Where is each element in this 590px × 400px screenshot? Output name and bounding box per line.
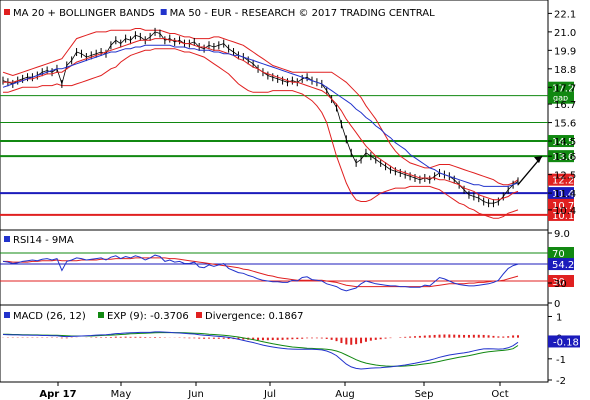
macd-legend-swatch <box>4 312 10 318</box>
rsi-y-tick-label: 30 <box>554 279 567 290</box>
price-marker-label: 10.7 <box>552 201 574 212</box>
macd-signal-line <box>3 332 519 367</box>
price-legend-swatch <box>160 9 167 15</box>
rsi-level-label: 54.2 <box>552 260 574 271</box>
macd-legend: MACD (26, 12) EXP (9): -0.3706 Divergence:… <box>4 311 304 322</box>
price-y-tick-label: 12.5 <box>554 171 576 182</box>
rsi-level-label: 70 <box>552 249 565 260</box>
price-marker-label: 12.2 <box>552 176 574 187</box>
price-legend: MA 20 + BOLLINGER BANDS MA 50 - EUR - RES… <box>4 8 435 19</box>
x-tick-label: Apr 17 <box>39 389 76 400</box>
macd-panel: MACD (26, 12) EXP (9): -0.3706 Divergence:… <box>0 304 580 387</box>
price-y-tick-label: 17.7 <box>554 83 576 94</box>
x-tick-label: Jun <box>187 389 204 400</box>
bollinger-bands <box>2 28 519 219</box>
rsi-ma-line <box>3 257 519 288</box>
price-level-label: 10.1 <box>552 211 574 222</box>
ma20-line <box>3 38 519 201</box>
macd-lines <box>2 331 519 370</box>
price-y-axis: 22.1 21.0 19.9 18.8 17.7 16.7 15.6 14.5 13.6 12.5… <box>548 9 576 217</box>
x-tick-label: Jul <box>263 389 276 400</box>
price-level-tag <box>548 208 574 221</box>
price-y-tick-label: 19.9 <box>554 46 576 57</box>
rsi-lines <box>2 254 519 292</box>
price-level-label: 11.4 <box>552 189 574 200</box>
macd-divergence-bars <box>2 334 519 345</box>
rsi-level-tag <box>548 275 574 287</box>
bollinger-upper-line <box>2 28 519 186</box>
moving-averages <box>2 38 519 201</box>
price-level-tag <box>548 150 574 163</box>
price-y-tick-label: 14.5 <box>554 137 576 148</box>
rsi-y-axis: 9.0 30 0 <box>548 229 570 310</box>
macd-legend-label: MACD (26, 12) <box>13 311 86 322</box>
rsi-line <box>2 254 519 292</box>
bollinger-lower-line <box>3 48 519 219</box>
x-tick-label: Sep <box>415 389 434 400</box>
ma50-line <box>2 44 519 187</box>
rsi-level-tag <box>548 247 574 259</box>
price-level-sublabel: gap <box>553 94 568 103</box>
price-marker-tag <box>548 198 574 211</box>
macd-marker-label: -0.18 <box>553 337 579 348</box>
projection-arrow <box>517 155 543 186</box>
macd-y-axis: 10-1-2-0.18 <box>548 312 580 387</box>
macd-line <box>2 331 519 370</box>
price-level-label: 13.6 <box>552 152 574 163</box>
macd-legend-swatch <box>98 312 104 318</box>
price-panel-frame <box>0 0 549 231</box>
price-y-tick-label: 10.4 <box>554 206 576 217</box>
price-level-tag <box>548 187 574 200</box>
price-y-tick-label: 13.6 <box>554 152 576 163</box>
rsi-legend-label: RSI14 - 9MA <box>13 235 74 246</box>
rsi-legend: RSI14 - 9MA <box>4 235 74 246</box>
price-marker-tag <box>548 173 574 186</box>
x-axis: Apr 17 May Jun Jul Aug Sep Oct <box>39 382 509 400</box>
price-y-tick-label: 11.4 <box>554 189 576 200</box>
price-legend-label: MA 20 + BOLLINGER BANDS <box>13 8 155 19</box>
macd-y-tick-label: -2 <box>556 376 566 387</box>
price-bars <box>2 27 519 208</box>
rsi-y-tick-label: 0 <box>554 299 560 310</box>
price-legend-label: MA 50 - EUR - RESEARCH © 2017 TRADING CE… <box>170 8 435 19</box>
macd-y-tick-label: 1 <box>556 312 562 323</box>
macd-legend-label: Divergence: 0.1867 <box>205 311 304 322</box>
price-level-tag <box>548 135 574 148</box>
macd-y-tick-label: -1 <box>556 355 566 366</box>
price-y-tick-label: 15.6 <box>554 119 576 130</box>
rsi-legend-swatch <box>4 236 10 242</box>
rsi-panel-frame <box>0 229 549 306</box>
price-level-label: 17.2 <box>552 84 574 95</box>
price-y-tick-label: 16.7 <box>554 100 576 111</box>
price-level-tag <box>548 81 574 104</box>
x-tick-label: Aug <box>335 389 355 400</box>
x-tick-label: May <box>111 389 132 400</box>
rsi-level-label: 30 <box>552 277 565 288</box>
rsi-level-tag <box>548 258 574 271</box>
x-tick-label: Oct <box>491 389 508 400</box>
macd-marker-tag <box>548 335 580 348</box>
price-legend-swatch <box>4 9 10 15</box>
rsi-y-tick-label: 9.0 <box>554 229 570 240</box>
price-y-tick-label: 22.1 <box>554 9 576 20</box>
price-level-label: 14.5 <box>552 137 574 148</box>
macd-legend-swatch <box>196 312 202 318</box>
projection-arrow-head <box>534 156 542 164</box>
macd-legend-label: EXP (9): -0.3706 <box>107 311 189 322</box>
price-y-tick-label: 21.0 <box>554 28 576 39</box>
price-y-tick-label: 18.8 <box>554 65 576 76</box>
